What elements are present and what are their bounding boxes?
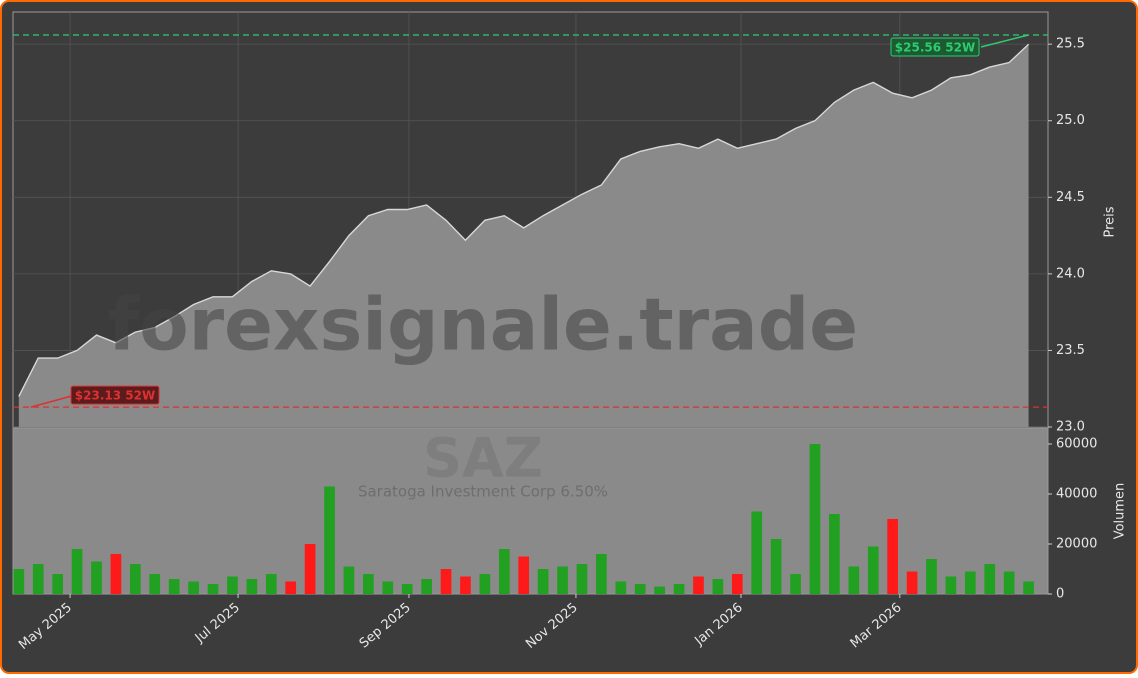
- y2-tick-label: 40000: [1056, 487, 1097, 502]
- volume-bar: [964, 571, 976, 594]
- y-tick-label: 23.0: [1056, 420, 1085, 435]
- volume-bar: [615, 581, 627, 594]
- volume-bar: [479, 574, 491, 594]
- volume-bar: [712, 579, 724, 594]
- volume-bar: [576, 564, 588, 594]
- ticker-watermark: SAZ: [423, 427, 543, 490]
- volume-bar: [596, 554, 607, 594]
- annotation-box: [890, 37, 980, 57]
- volume-bar: [1023, 581, 1034, 594]
- annotation-label: $23.13 52W: [75, 389, 155, 403]
- y-tick-label: 23.5: [1056, 343, 1085, 358]
- volume-bar: [401, 584, 413, 594]
- volume-bar: [557, 566, 568, 594]
- volume-bar: [188, 581, 199, 594]
- volume-bar: [945, 576, 957, 594]
- volume-bar: [265, 574, 277, 594]
- volume-bar: [693, 576, 704, 594]
- volume-bar: [673, 584, 685, 594]
- volume-bar: [867, 546, 879, 594]
- y2-tick-label: 0: [1056, 587, 1064, 602]
- annotation-arrow: [30, 394, 76, 408]
- volume-bar: [149, 574, 161, 594]
- volume-bar: [654, 586, 665, 594]
- volume-bar: [731, 574, 743, 594]
- volume-bar: [926, 559, 937, 594]
- price-line: [18, 43, 1030, 397]
- volume-bar: [809, 444, 821, 594]
- volume-bar: [110, 554, 122, 594]
- volume-bar: [324, 486, 335, 594]
- volume-bar: [227, 576, 238, 594]
- volume-bar: [984, 564, 996, 594]
- watermark: forexsignale.trade: [108, 283, 858, 367]
- price-area: [18, 44, 1029, 427]
- y2-tick-label: 20000: [1056, 537, 1097, 552]
- volume-bar: [246, 579, 258, 594]
- y2-tick-label: 60000: [1056, 437, 1097, 452]
- volume-bar: [382, 581, 394, 594]
- volume-bar: [304, 544, 316, 594]
- volume-bar: [498, 549, 510, 594]
- subtitle-watermark: Saratoga Investment Corp 6.50%: [358, 483, 608, 501]
- y-tick-label: 24.0: [1056, 266, 1085, 281]
- volume-bar: [129, 564, 141, 594]
- volume-bar: [906, 571, 918, 594]
- volume-bar: [518, 556, 530, 594]
- y-tick-label: 24.5: [1056, 190, 1085, 205]
- volume-bar: [32, 564, 44, 594]
- volume-bar: [887, 519, 898, 594]
- volume-bar: [440, 569, 452, 594]
- annotation-label: $25.56 52W: [895, 40, 975, 54]
- annotation-arrow: [980, 34, 1029, 48]
- volume-bar: [91, 561, 102, 594]
- y2-axis-label: Volumen: [1113, 483, 1128, 540]
- volume-bar: [343, 566, 355, 594]
- volume-bar: [421, 579, 432, 594]
- volume-bar: [634, 584, 646, 594]
- annotation-box: [70, 385, 160, 405]
- volume-bar: [363, 574, 374, 594]
- volume-bar: [1003, 571, 1015, 594]
- volume-bar: [13, 569, 25, 594]
- volume-bar: [848, 566, 860, 594]
- y-tick-label: 25.0: [1056, 113, 1085, 128]
- volume-bar: [460, 576, 471, 594]
- volume-bar: [537, 569, 549, 594]
- volume-bar: [71, 549, 83, 594]
- volume-bar: [770, 539, 782, 594]
- volume-bar: [168, 579, 180, 594]
- volume-bar: [751, 511, 763, 594]
- volume-bar: [829, 514, 840, 594]
- volume-bar: [52, 574, 64, 594]
- y-tick-label: 25.5: [1056, 37, 1085, 52]
- volume-bar: [285, 581, 297, 594]
- volume-bar: [207, 584, 219, 594]
- y-axis-label: Preis: [1103, 206, 1118, 237]
- volume-bar: [790, 574, 801, 594]
